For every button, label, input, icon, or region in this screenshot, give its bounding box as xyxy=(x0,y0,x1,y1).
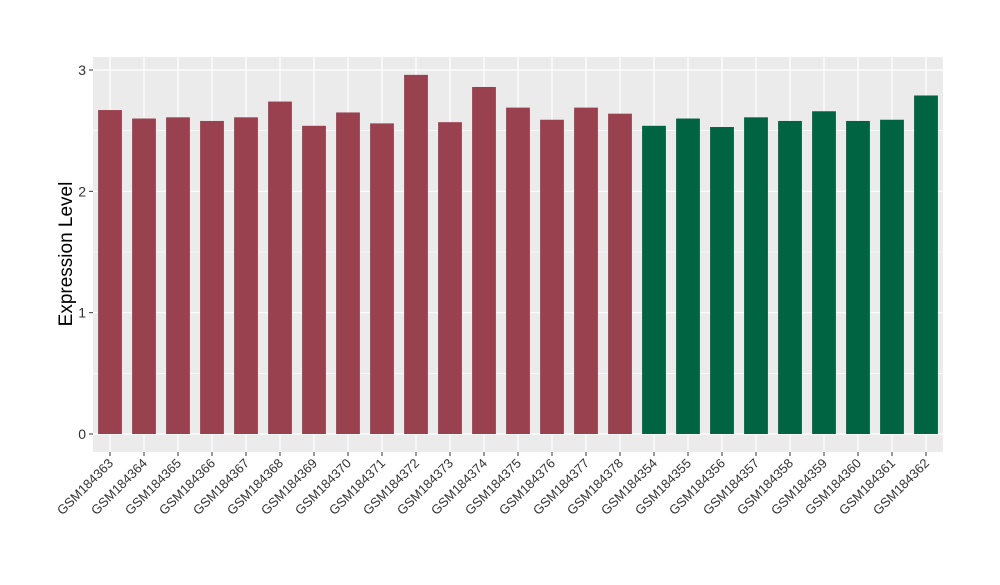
bar-GSM184359 xyxy=(812,111,836,435)
bar-GSM184378 xyxy=(608,113,632,435)
bar-GSM184358 xyxy=(778,120,802,435)
bar-GSM184368 xyxy=(268,101,292,435)
bar-GSM184360 xyxy=(846,120,870,435)
bar-GSM184361 xyxy=(880,119,904,434)
y-tick-label: 3 xyxy=(78,62,86,78)
bar-GSM184355 xyxy=(676,118,700,435)
y-tick-label: 0 xyxy=(78,426,86,442)
bar-GSM184367 xyxy=(234,117,258,434)
bar-GSM184372 xyxy=(404,74,428,434)
bar-GSM184376 xyxy=(540,119,564,434)
bar-GSM184369 xyxy=(302,125,326,435)
y-axis-label: Expression Level xyxy=(56,182,77,327)
bar-GSM184363 xyxy=(98,110,122,434)
y-tick-label: 2 xyxy=(78,183,86,199)
bar-GSM184366 xyxy=(200,120,224,435)
y-tick-label: 1 xyxy=(78,305,86,321)
bar-GSM184375 xyxy=(506,107,530,434)
bar-GSM184377 xyxy=(574,107,598,434)
bar-GSM184370 xyxy=(336,112,360,434)
bar-GSM184373 xyxy=(438,122,462,434)
bar-GSM184356 xyxy=(710,127,734,434)
bar-GSM184357 xyxy=(744,117,768,434)
bar-GSM184374 xyxy=(472,86,496,434)
bar-GSM184365 xyxy=(166,117,190,434)
bar-GSM184364 xyxy=(132,118,156,435)
bar-GSM184354 xyxy=(642,125,666,435)
bar-GSM184371 xyxy=(370,123,394,435)
bar-GSM184362 xyxy=(914,95,938,434)
